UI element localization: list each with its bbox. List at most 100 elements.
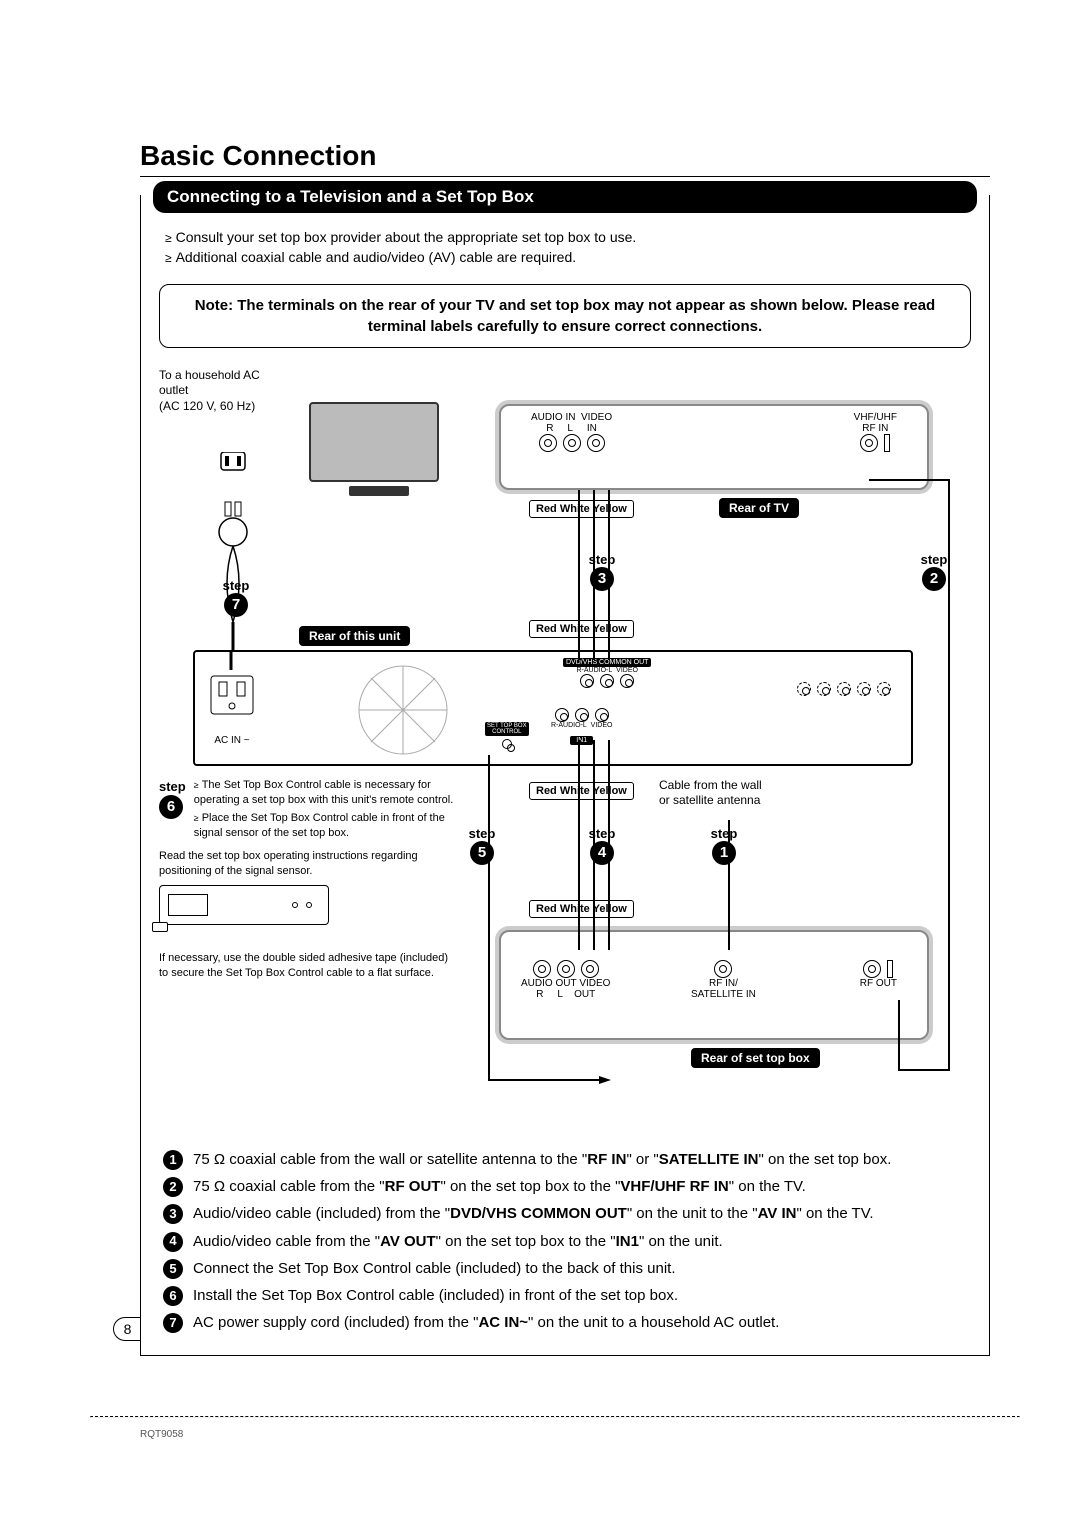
step-text-3: Audio/video cable (included) from the "D… <box>193 1202 874 1225</box>
step6-b1: The Set Top Box Control cable is necessa… <box>194 778 459 808</box>
page-number: 8 <box>113 1317 141 1341</box>
common-out-group: DVD/VHS COMMON OUT R-AUDIO-L VIDEO <box>563 658 651 689</box>
step-6-label: step <box>159 778 186 796</box>
rwy-tab-1: Red White Yellow <box>529 500 634 518</box>
lbl-video-tv: VIDEO <box>581 412 612 423</box>
step-4-group: step 4 <box>577 826 627 865</box>
rear-tv-tab: Rear of TV <box>719 498 799 518</box>
lbl-l-tv: L <box>567 423 573 434</box>
rwy-tab-2: Red White Yellow <box>529 620 634 638</box>
ac-label-3: (AC 120 V, 60 Hz) <box>159 399 260 415</box>
lbl-in-tv: IN <box>587 423 597 434</box>
rwy-tab-4: Red White Yellow <box>529 900 634 918</box>
fan-icon <box>355 662 451 758</box>
step-text-4: Audio/video cable from the "AV OUT" on t… <box>193 1230 723 1253</box>
step-text-1: 75 Ω coaxial cable from the wall or sate… <box>193 1148 891 1171</box>
step6-b2: Place the Set Top Box Control cable in f… <box>194 811 459 841</box>
step-5-group: step 5 <box>457 826 507 865</box>
lbl-ac-in: AC IN ~ <box>207 735 257 746</box>
lbl-audio-out: AUDIO OUT <box>521 978 577 989</box>
lbl-r-tv: R <box>546 423 553 434</box>
lbl-audio-in: AUDIO IN <box>531 412 575 423</box>
stb-rear-panel: AUDIO OUT VIDEO R L OUT RF IN/ SATELLITE… <box>499 930 929 1040</box>
lbl-stb-ctrl-1: SET TOP BOX <box>487 723 527 729</box>
lbl-raudiol-in1: R-AUDIO-L <box>551 722 587 729</box>
lbl-out-stb: OUT <box>574 989 595 1000</box>
cable-wall-2: or satellite antenna <box>659 793 762 809</box>
lbl-rf-in-tv: RF IN <box>854 423 897 434</box>
connection-diagram: To a household AC outlet (AC 120 V, 60 H… <box>159 360 971 1130</box>
step-1-group: step 1 <box>699 826 749 865</box>
tv-rear-panel: AUDIO IN VIDEO R L IN VHF/UHF RF IN <box>499 404 929 490</box>
step-3-label: step <box>577 552 627 567</box>
intro-block: Consult your set top box provider about … <box>141 227 989 276</box>
step-text-6: Install the Set Top Box Control cable (i… <box>193 1284 678 1307</box>
title-rule <box>140 176 990 177</box>
step-1-label: step <box>699 826 749 841</box>
step-text-5: Connect the Set Top Box Control cable (i… <box>193 1257 676 1280</box>
step-3-circle: 3 <box>590 567 614 591</box>
ac-outlet-label: To a household AC outlet (AC 120 V, 60 H… <box>159 368 260 415</box>
bottom-rule <box>90 1416 1020 1418</box>
intro-bullet-2: Additional coaxial cable and audio/video… <box>165 247 965 267</box>
step-1-circle: 1 <box>712 841 736 865</box>
step-row-5: 5Connect the Set Top Box Control cable (… <box>163 1257 967 1280</box>
step-3-group: step 3 <box>577 552 627 591</box>
step-text-7: AC power supply cord (included) from the… <box>193 1311 779 1334</box>
lbl-in1: IN1 <box>570 736 593 745</box>
step6-read: Read the set top box operating instructi… <box>159 849 459 879</box>
step-4-label: step <box>577 826 627 841</box>
ac-label-1: To a household AC <box>159 368 260 384</box>
unit-rear-panel: AC IN ~ DVD/VHS COMMON OUT R-AUDIO-L VID… <box>193 650 913 766</box>
lbl-raudiol-out: R-AUDIO-L <box>576 667 612 674</box>
lbl-r-stb: R <box>536 989 543 1000</box>
step-6-circle: 6 <box>159 795 183 819</box>
step-row-4: 4Audio/video cable from the "AV OUT" on … <box>163 1230 967 1253</box>
rear-stb-tab: Rear of set top box <box>691 1048 820 1068</box>
step-2-circle: 2 <box>922 567 946 591</box>
content-frame: Connecting to a Television and a Set Top… <box>140 195 990 1356</box>
step-7-circle: 7 <box>224 593 248 617</box>
step-2-label: step <box>909 552 959 567</box>
lbl-video-in1: VIDEO <box>591 722 613 729</box>
ac-label-2: outlet <box>159 383 260 399</box>
step-5-label: step <box>457 826 507 841</box>
lbl-common-out: DVD/VHS COMMON OUT <box>563 658 651 667</box>
step-row-6: 6Install the Set Top Box Control cable (… <box>163 1284 967 1307</box>
rear-unit-tab: Rear of this unit <box>299 626 410 646</box>
step-5-circle: 5 <box>470 841 494 865</box>
step-row-1: 175 Ω coaxial cable from the wall or sat… <box>163 1148 967 1171</box>
step-row-7: 7AC power supply cord (included) from th… <box>163 1311 967 1334</box>
note-box: Note: The terminals on the rear of your … <box>159 284 971 348</box>
step-row-2: 275 Ω coaxial cable from the "RF OUT" on… <box>163 1175 967 1198</box>
lbl-stb-ctrl-2: CONTROL <box>487 729 527 735</box>
in1-group: R-AUDIO-L VIDEO IN1 <box>551 708 612 746</box>
cable-wall-1: Cable from the wall <box>659 778 762 794</box>
step-7-label: step <box>211 578 261 593</box>
ac-in-icon <box>207 672 257 732</box>
page-title: Basic Connection <box>140 140 990 172</box>
lbl-sat-in: SATELLITE IN <box>691 989 756 1000</box>
steps-list: 175 Ω coaxial cable from the wall or sat… <box>141 1142 989 1355</box>
step-4-circle: 4 <box>590 841 614 865</box>
stb-control-jack: SET TOP BOX CONTROL <box>485 722 529 752</box>
step-row-3: 3Audio/video cable (included) from the "… <box>163 1202 967 1225</box>
tv-icon <box>309 402 449 502</box>
step-7-group: step 7 <box>211 578 261 617</box>
step-6-box: step 6 The Set Top Box Control cable is … <box>159 778 459 981</box>
rwy-tab-3: Red White Yellow <box>529 782 634 800</box>
step6-tape: If necessary, use the double sided adhes… <box>159 951 459 981</box>
misc-ports <box>797 682 891 696</box>
step-2-group: step 2 <box>909 552 959 591</box>
lbl-video-out: VIDEO <box>616 667 638 674</box>
intro-bullet-1: Consult your set top box provider about … <box>165 227 965 247</box>
lbl-vhf-uhf: VHF/UHF <box>854 412 897 423</box>
doc-id: RQT9058 <box>140 1429 183 1440</box>
step-text-2: 75 Ω coaxial cable from the "RF OUT" on … <box>193 1175 806 1198</box>
lbl-video-out2: VIDEO <box>579 978 610 989</box>
stb-front-icon <box>159 885 329 945</box>
section-banner: Connecting to a Television and a Set Top… <box>153 181 977 213</box>
lbl-rf-out: RF OUT <box>860 978 897 989</box>
lbl-rfin-sat: RF IN/ <box>691 978 756 989</box>
cable-wall-label: Cable from the wall or satellite antenna <box>659 778 762 809</box>
